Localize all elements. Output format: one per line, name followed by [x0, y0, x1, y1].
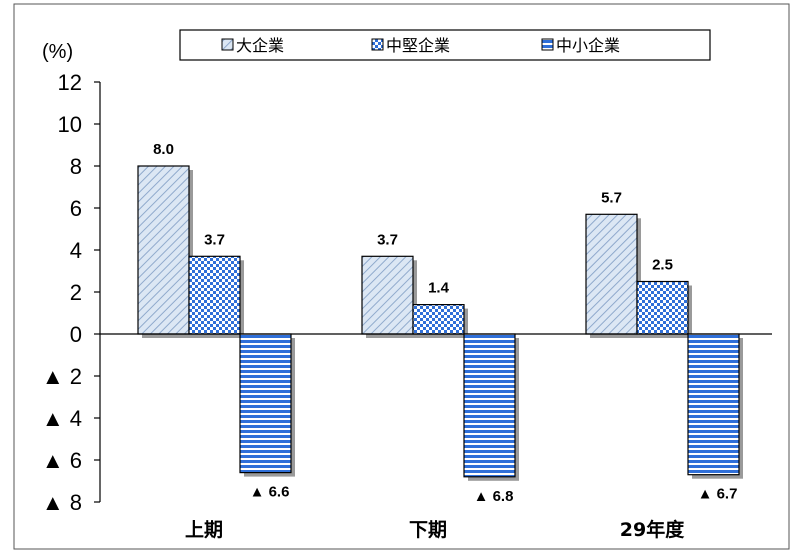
y-ticks: 12 10 8 6 4 2 0 ▲ 2 ▲ 4 ▲ 6 ▲ 8 — [42, 70, 100, 515]
y-tick-label: 4 — [70, 238, 82, 263]
data-label: 3.7 — [377, 231, 398, 248]
bar-大企業-29年度 — [585, 213, 638, 335]
y-tick-label: 2 — [70, 280, 82, 305]
legend-label: 中堅企業 — [386, 36, 450, 55]
legend: 大企業 中堅企業 中小企業 — [179, 29, 711, 61]
data-label: 3.7 — [204, 231, 225, 248]
legend-label: 中小企業 — [556, 36, 620, 55]
y-tick-label: 10 — [58, 112, 82, 137]
y-tick-label: ▲ 6 — [42, 448, 82, 473]
data-label: ▲ 6.8 — [474, 488, 514, 505]
legend-box — [179, 29, 711, 61]
data-label: 5.7 — [601, 189, 622, 206]
category-label: 29年度 — [620, 518, 685, 541]
bar-中堅企業-上期 — [188, 255, 241, 335]
legend-swatch — [541, 38, 554, 51]
category-label: 上期 — [185, 519, 223, 541]
data-label: 1.4 — [428, 280, 450, 297]
bar-大企業-上期 — [137, 165, 190, 335]
data-label: ▲ 6.7 — [698, 486, 738, 503]
bars: 8.0 3.7 ▲ 6.6 3.7 1.4 ▲ 6.8 5.7 2.5 ▲ 6.7 — [137, 141, 743, 505]
y-tick-label: 8 — [70, 154, 82, 179]
y-tick-label: ▲ 8 — [42, 490, 82, 515]
bar-中小企業-29年度 — [687, 333, 740, 476]
bar-中堅企業-下期 — [412, 304, 465, 335]
data-label: ▲ 6.6 — [250, 484, 290, 501]
bar-中堅企業-29年度 — [636, 280, 689, 335]
data-label: 8.0 — [153, 141, 174, 158]
y-tick-label: ▲ 2 — [42, 364, 82, 389]
category-label: 下期 — [409, 519, 447, 541]
legend-swatch — [371, 38, 384, 51]
y-tick-label: 6 — [70, 196, 82, 221]
legend-label: 大企業 — [236, 36, 284, 55]
y-tick-label: ▲ 4 — [42, 406, 82, 431]
bar-大企業-下期 — [361, 255, 414, 335]
legend-swatch — [221, 38, 234, 51]
y-tick-label: 0 — [70, 322, 82, 347]
bar-中小企業-上期 — [239, 333, 292, 474]
category-labels: 上期 下期 29年度 — [185, 518, 685, 541]
data-label: 2.5 — [652, 257, 673, 274]
bar-中小企業-下期 — [463, 333, 516, 478]
y-unit-label: (%) — [42, 41, 73, 63]
y-tick-label: 12 — [58, 70, 82, 95]
